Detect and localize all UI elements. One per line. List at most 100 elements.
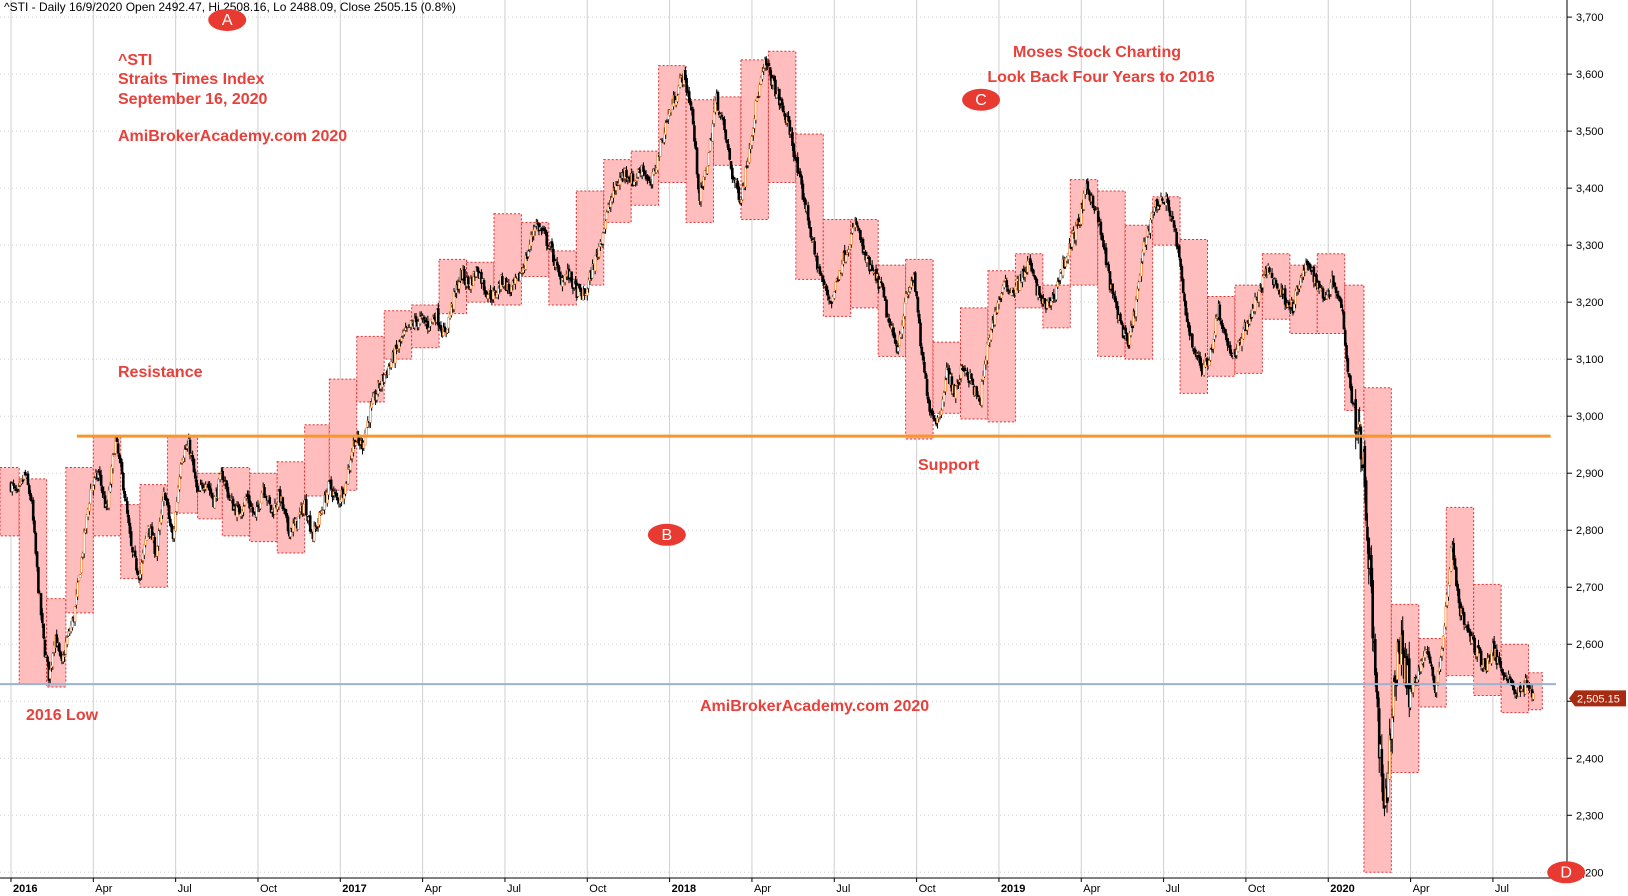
candle-body [958, 379, 962, 383]
candle-body [940, 410, 943, 415]
candle-body [618, 177, 622, 185]
candle-body [82, 532, 86, 554]
candle-body [591, 263, 594, 279]
candle-body [1462, 612, 1466, 625]
candle-body [1181, 279, 1185, 293]
candle-body [1500, 668, 1504, 673]
x-tick-label: Apr [425, 883, 442, 895]
candle-body [145, 532, 149, 541]
candle-body [127, 514, 130, 524]
candle-body [116, 443, 120, 454]
y-tick-label: 3,500 [1576, 126, 1604, 138]
candle-body [123, 491, 126, 499]
candle-body [576, 285, 580, 297]
candle-body [857, 228, 861, 231]
candle-body [178, 476, 181, 490]
candle-body [558, 271, 562, 278]
y-tick-label: 2,700 [1576, 582, 1604, 594]
candle-body [197, 490, 201, 492]
candle-body [396, 348, 400, 351]
low-2016-note: 2016 Low [26, 707, 99, 724]
candle-body [904, 293, 908, 304]
candle-body [693, 125, 696, 142]
candle-body [687, 91, 691, 103]
candle-body [1393, 675, 1397, 682]
candle-body [403, 330, 406, 335]
candle-body [51, 653, 55, 667]
candle-body [804, 199, 807, 210]
candle-body [1396, 641, 1399, 680]
candle-body [689, 100, 692, 106]
candle-body [762, 68, 766, 72]
candle-body [64, 642, 68, 655]
y-tick-label: 3,300 [1576, 240, 1604, 252]
candle-body [107, 490, 111, 509]
candle-body [1086, 181, 1090, 191]
candle-body [527, 251, 530, 257]
candle-body [363, 433, 367, 446]
candle-body [133, 550, 137, 557]
candle-body [1432, 675, 1436, 687]
candle-body [1000, 293, 1003, 299]
candle-body [73, 606, 77, 622]
candle-body [791, 132, 794, 146]
candle-body [336, 497, 339, 501]
month-range-box [0, 467, 20, 537]
candle-body [482, 280, 486, 291]
x-tick-label: 2019 [1001, 883, 1025, 895]
candle-body [1343, 330, 1347, 346]
candle-body [900, 324, 904, 335]
candle-body [840, 263, 844, 274]
candle-body [732, 177, 735, 179]
candle-body [1275, 283, 1279, 289]
marker-d [1547, 861, 1586, 884]
candle-body [740, 199, 743, 203]
candle-body [808, 220, 811, 229]
candle-body [678, 78, 682, 88]
candle-body [158, 521, 162, 530]
candle-body [99, 474, 103, 486]
candle-body [92, 485, 95, 491]
candle-body [849, 233, 853, 245]
candle-body [676, 95, 679, 102]
candle-body [1332, 275, 1335, 285]
candle-body [24, 471, 27, 476]
candle-body [585, 289, 589, 296]
candle-body [71, 617, 74, 628]
candle-body [375, 394, 379, 401]
candle-body [1031, 269, 1035, 274]
candle-body [1006, 288, 1010, 292]
candle-body [1277, 288, 1280, 291]
candle-body [1002, 282, 1006, 288]
candle-body [880, 281, 883, 283]
candle-body [1448, 569, 1452, 586]
last-price-badge [1569, 690, 1626, 707]
candle-body [1214, 318, 1218, 336]
candle-body [758, 84, 762, 97]
candle-body [242, 506, 245, 513]
candle-body [703, 170, 707, 178]
candle-body [1366, 526, 1369, 541]
candle-body [783, 113, 786, 117]
candle-body [1253, 297, 1257, 312]
candle-body [383, 374, 387, 383]
candle-body [329, 479, 333, 490]
candle-body [1057, 279, 1061, 283]
candle-body [1486, 658, 1489, 671]
candle-body [1116, 306, 1120, 320]
candle-body [1196, 353, 1199, 356]
candle-body [851, 227, 854, 234]
candle-body [362, 442, 366, 449]
candle-body [729, 161, 733, 169]
candle-body [298, 512, 302, 515]
watermark-bottom: AmiBrokerAcademy.com 2020 [700, 698, 929, 715]
candle-body [1377, 708, 1381, 759]
candle-body [1107, 264, 1111, 272]
candle-body [1528, 685, 1531, 691]
candle-body [983, 364, 986, 377]
candle-body [761, 71, 764, 80]
candle-body [985, 343, 989, 361]
y-tick-label: 3,700 [1576, 12, 1604, 24]
candle-body [31, 499, 35, 521]
candle-body [209, 488, 213, 494]
